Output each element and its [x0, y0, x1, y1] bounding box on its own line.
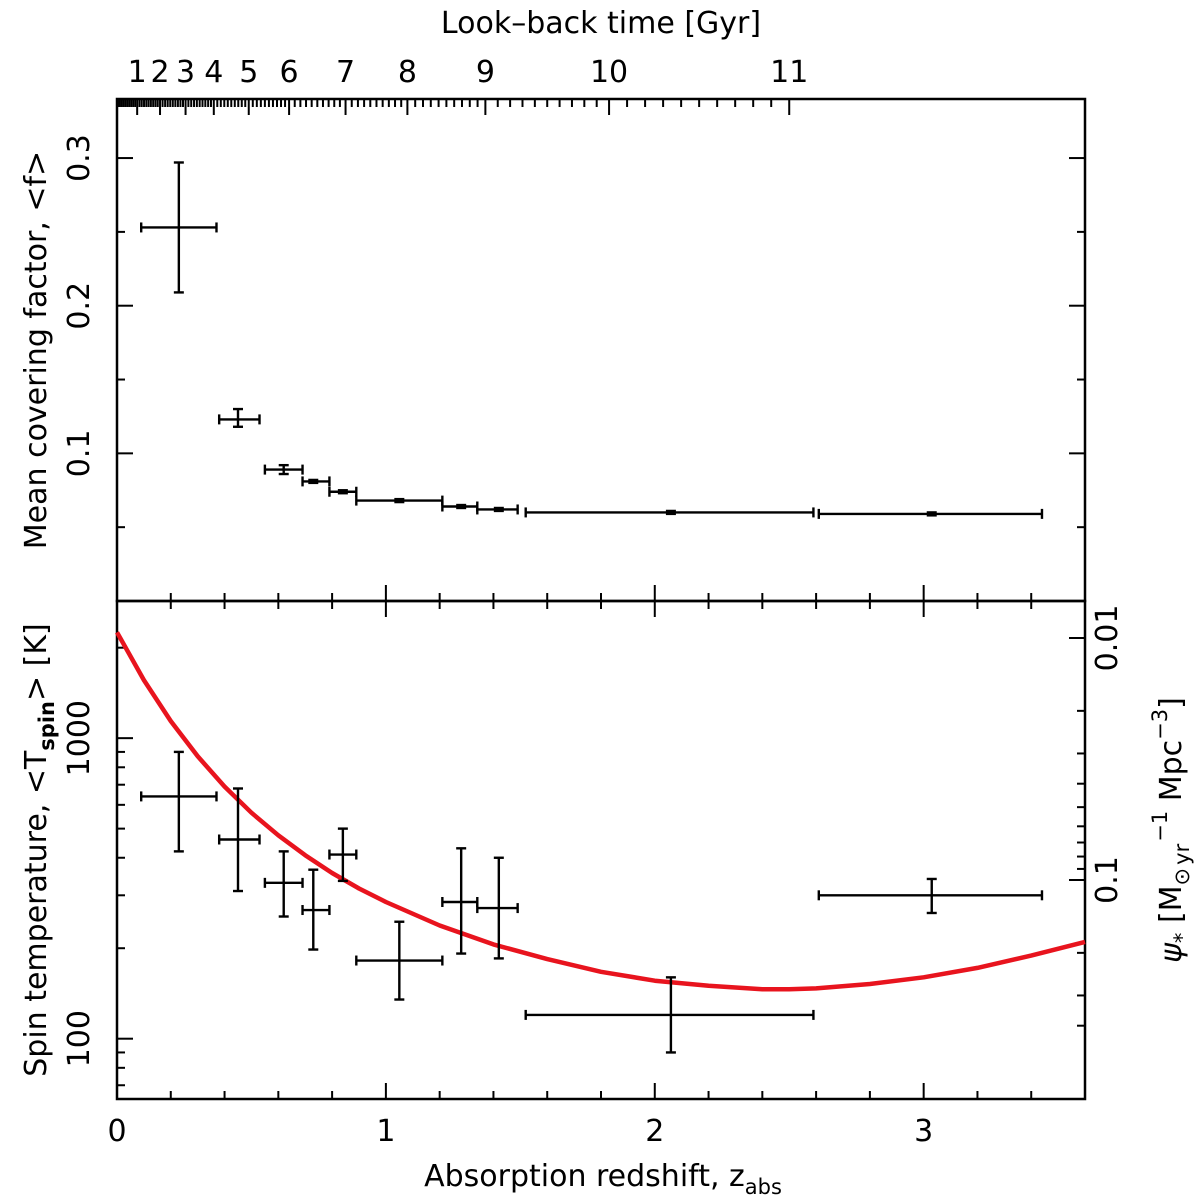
right-y-tick-label: 0.1 [1090, 856, 1125, 904]
bottom-panel-frame [115, 599, 1087, 1101]
x-tick-label: 3 [914, 1114, 933, 1149]
sfr-model-curve [115, 631, 1086, 992]
model-curve-layer [115, 631, 1086, 992]
spin-temperature-data-point [301, 868, 331, 951]
covering-factor-data-point [139, 161, 218, 294]
spin-temperature-data-point [817, 877, 1044, 915]
axis-ticks [116, 99, 1086, 1099]
lookback-tick-label: 10 [590, 55, 628, 90]
right-title-sun: ⊙ [1170, 868, 1194, 886]
x-tick-label: 2 [645, 1114, 664, 1149]
x-axis-title-sub: abs [745, 1175, 782, 1199]
top-y-tick-label: 0.2 [62, 282, 97, 330]
spin-temperature-data-point [524, 976, 815, 1054]
covering-factor-data-point [476, 504, 519, 515]
top-y-tick-label: 0.1 [62, 429, 97, 477]
data-points-layer [139, 161, 1044, 1054]
lookback-tick-label: 2 [150, 55, 169, 90]
covering-factor-data-point [524, 507, 815, 518]
x-tick-label: 1 [376, 1114, 395, 1149]
x-axis-title: Absorption redshift, zabs [424, 1159, 782, 1199]
right-title-mpcexp: −3 [1148, 709, 1172, 740]
lookback-tick-label: 11 [770, 55, 808, 90]
spin-temperature-data-point [328, 827, 358, 883]
covering-factor-data-point [217, 407, 261, 428]
covering-factor-data-point [301, 476, 331, 487]
lookback-tick-label: 9 [476, 55, 495, 90]
lookback-tick-label: 8 [398, 55, 417, 90]
spin-temperature-data-point [476, 856, 519, 960]
bottom-y-axis-title: Spin temperature, <Tspin> [K] [19, 623, 59, 1077]
covering-factor-data-point [817, 508, 1044, 519]
right-y-axis-title: ψ* [M⊙ yr−1 Mpc−3] [1148, 697, 1194, 963]
lookback-tick-label: 3 [176, 55, 195, 90]
bottom-y-tick-label: 1000 [62, 700, 97, 776]
right-y-tick-label: 0.01 [1090, 605, 1125, 672]
lookback-tick-label: 5 [239, 55, 258, 90]
lookback-tick-label: 4 [204, 55, 223, 90]
right-title-exp: −1 [1148, 811, 1172, 842]
spin-temperature-data-point [441, 847, 479, 955]
covering-factor-data-point [355, 495, 444, 506]
lookback-tick-label: 1 [128, 55, 147, 90]
right-title-yr: yr [1170, 843, 1194, 864]
right-title-psi: ψ [1154, 942, 1189, 963]
lookback-tick-label: 6 [280, 55, 299, 90]
spin-temperature-data-point [263, 850, 304, 918]
covering-factor-data-point [328, 486, 358, 497]
bottom-y-axis-title-sub: spin [35, 701, 59, 751]
right-title-mpc: Mpc [1154, 740, 1189, 811]
lookback-tick-label: 7 [336, 55, 355, 90]
covering-factor-data-point [441, 501, 479, 512]
top-panel-frame [115, 97, 1087, 603]
right-title-end: ] [1154, 697, 1189, 709]
right-title-star: * [1170, 933, 1194, 944]
x-axis-title-main: Absorption redshift, z [424, 1159, 745, 1194]
bottom-y-axis-title-end: > [K] [19, 623, 54, 701]
bottom-y-tick-label: 100 [62, 1010, 97, 1067]
bottom-y-axis-title-main: Spin temperature, <T [19, 750, 54, 1077]
top-y-tick-label: 0.3 [62, 134, 97, 182]
spin-temperature-data-point [355, 920, 444, 1001]
top-axis-title: Look–back time [Gyr] [441, 6, 761, 41]
right-title-m: [M [1154, 885, 1189, 932]
covering-factor-data-point [263, 463, 304, 476]
x-tick-label: 0 [107, 1114, 126, 1149]
top-y-axis-title: Mean covering factor, <f> [19, 151, 54, 549]
spin-temperature-data-point [139, 750, 218, 853]
spin-temperature-data-point [217, 787, 261, 893]
